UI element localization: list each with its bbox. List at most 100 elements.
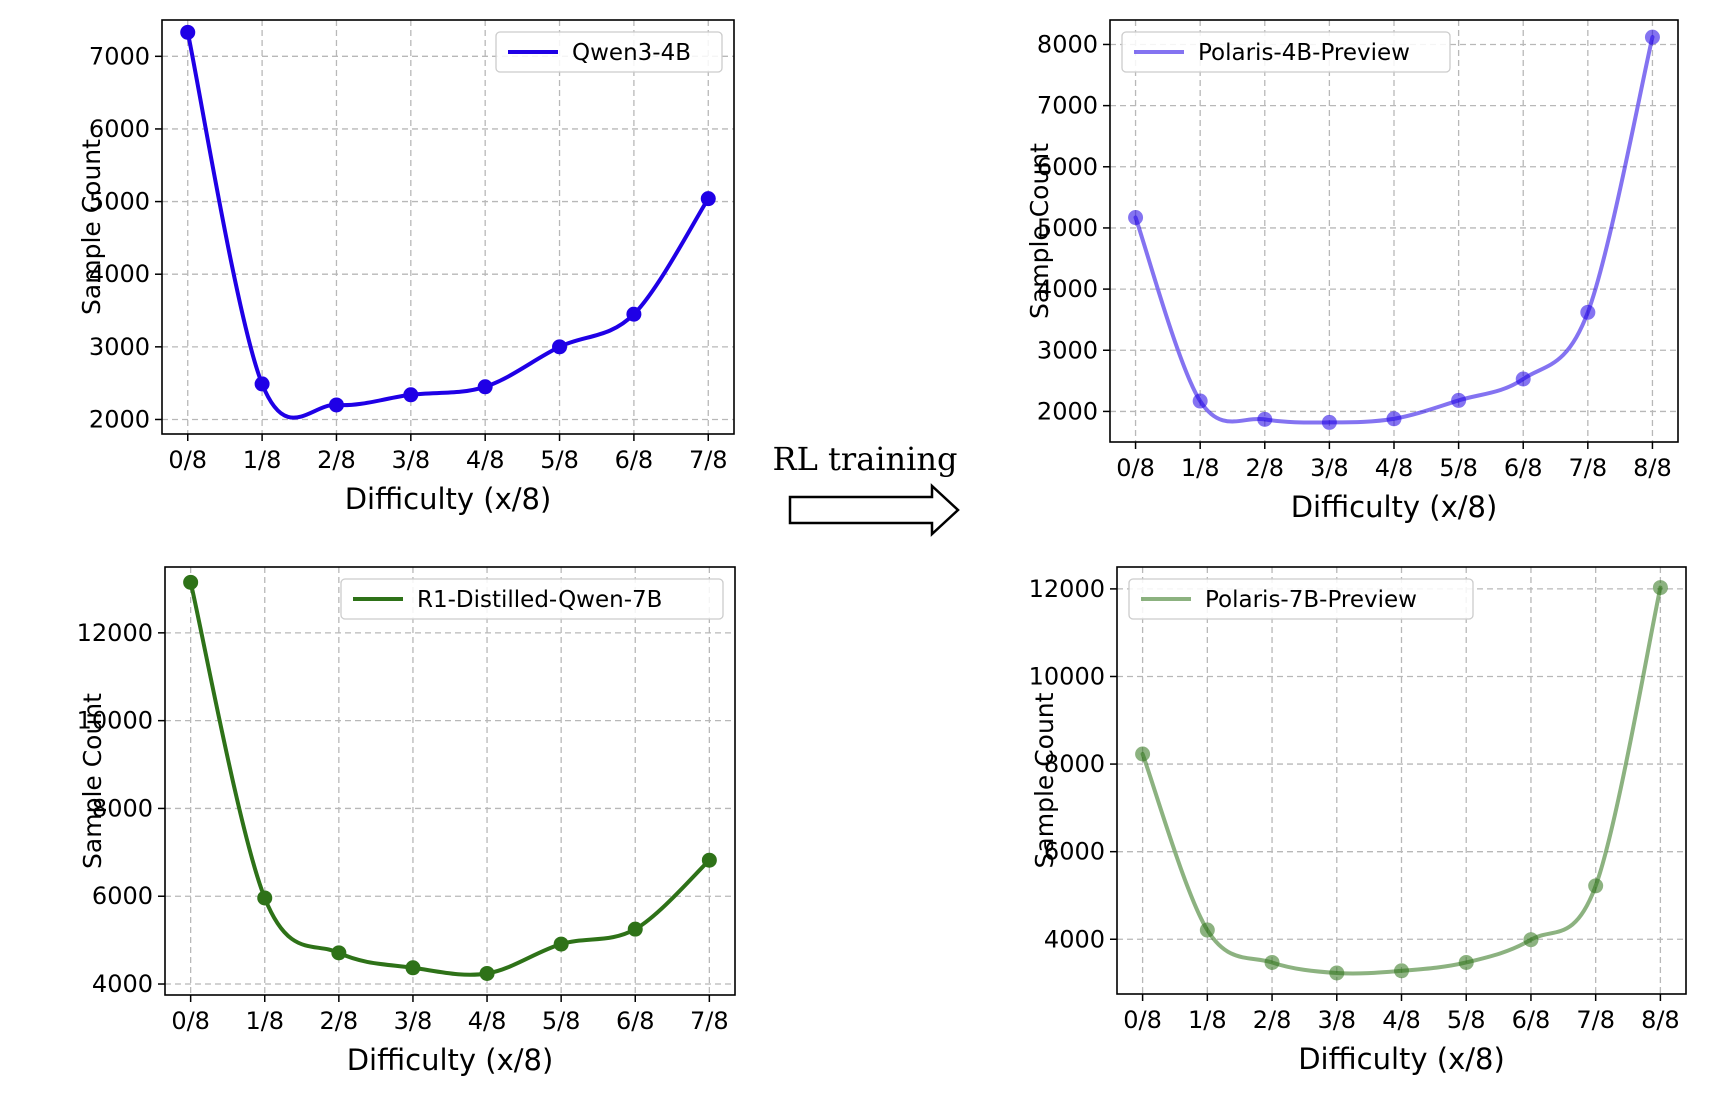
y-tick-label: 6000 — [1044, 838, 1105, 866]
y-axis-label: Sample Count — [78, 693, 107, 869]
rl-training-arrow: RL training — [773, 440, 960, 537]
legend-label: Qwen3-4B — [572, 40, 691, 66]
y-axis-label: Sample Count — [1025, 143, 1054, 319]
x-tick-label: 3/8 — [394, 1007, 433, 1035]
y-tick-label: 8000 — [1044, 750, 1105, 778]
data-point — [1192, 393, 1208, 409]
y-tick-label: 4000 — [92, 970, 153, 998]
legend-box — [1128, 578, 1474, 620]
chart-polaris-4b-preview: 0/8 1/8 2/8 3/8 4/8 5/8 6/8 7/8 8/8 2000 3000 4000 5… — [1025, 19, 1679, 524]
x-tick-label: 2/8 — [317, 446, 356, 474]
y-axis-label: Sample Count — [77, 139, 106, 315]
x-tick-label: 6/8 — [615, 446, 654, 474]
plot-frame — [164, 566, 736, 996]
data-point — [1523, 932, 1539, 948]
x-tick-label: 6/8 — [616, 1007, 655, 1035]
y-tick-label: 7000 — [89, 42, 150, 70]
data-point — [1515, 371, 1531, 387]
data-point — [1199, 922, 1215, 938]
data-point — [552, 339, 568, 355]
data-point — [1652, 580, 1668, 596]
y-tick-label: 3000 — [89, 333, 150, 361]
data-point — [1644, 29, 1660, 45]
x-tick-label: 4/8 — [468, 1007, 507, 1035]
data-point — [1135, 746, 1151, 762]
x-tick-label: 8/8 — [1641, 1006, 1680, 1034]
legend-box — [1121, 31, 1451, 73]
data-point — [257, 890, 273, 906]
x-axis-label: Difficulty (x/8) — [345, 482, 552, 516]
series-line — [185, 30, 711, 420]
data-point — [331, 945, 347, 961]
data-point — [1386, 411, 1402, 427]
data-point — [1394, 963, 1409, 979]
x-tick-label: 0/8 — [171, 1007, 210, 1035]
x-tick-label: 0/8 — [1116, 454, 1155, 482]
data-point — [405, 960, 421, 976]
y-tick-label: 8000 — [92, 794, 153, 822]
x-tick-label: 0/8 — [168, 446, 207, 474]
data-point — [1580, 304, 1596, 320]
x-tick-label: 5/8 — [1439, 454, 1478, 482]
x-tick-label: 3/8 — [1317, 1006, 1356, 1034]
series-line — [188, 580, 712, 977]
x-tick-label: 2/8 — [1253, 1006, 1292, 1034]
y-tick-label: 4000 — [89, 260, 150, 288]
y-tick-label: 12000 — [77, 619, 153, 647]
y-tick-label: 2000 — [89, 405, 150, 433]
data-point — [180, 24, 196, 40]
data-point — [328, 397, 344, 413]
legend-box — [495, 31, 723, 73]
y-tick-label: 2000 — [1037, 397, 1098, 425]
y-axis-label: Sample Count — [1030, 692, 1059, 868]
data-point — [1264, 954, 1280, 970]
data-point — [701, 852, 717, 868]
x-tick-label: 1/8 — [243, 446, 282, 474]
legend: Qwen3-4B — [495, 31, 723, 73]
y-tick-label: 6000 — [1037, 153, 1098, 181]
y-tick-label: 12000 — [1029, 575, 1105, 603]
x-tick-label: 6/8 — [1512, 1006, 1551, 1034]
arrow-icon — [788, 483, 960, 537]
x-tick-label: 3/8 — [392, 446, 431, 474]
data-point — [627, 921, 643, 937]
legend: Polaris-4B-Preview — [1121, 31, 1451, 73]
data-point — [479, 965, 495, 981]
y-tick-label: 5000 — [1037, 214, 1098, 242]
x-tick-label: 4/8 — [466, 446, 505, 474]
x-tick-label: 8/8 — [1633, 454, 1672, 482]
plot-frame — [161, 19, 735, 435]
data-point — [403, 387, 419, 403]
y-tick-label: 6000 — [89, 115, 150, 143]
chart-polaris-7b-preview: 0/8 1/8 2/8 3/8 4/8 5/8 6/8 7/8 8/8 4000 6000 8000 1… — [1029, 566, 1687, 1076]
legend-box — [340, 578, 724, 620]
y-tick-label: 4000 — [1044, 925, 1105, 953]
legend: Polaris-7B-Preview — [1128, 578, 1474, 620]
x-tick-label: 2/8 — [320, 1007, 359, 1035]
data-point — [1128, 210, 1144, 226]
legend-label: Polaris-7B-Preview — [1205, 587, 1417, 613]
x-tick-label: 4/8 — [1382, 1006, 1421, 1034]
y-tick-label: 10000 — [77, 707, 153, 735]
data-point — [700, 191, 716, 207]
x-tick-label: 7/8 — [689, 446, 728, 474]
legend-label: R1-Distilled-Qwen-7B — [417, 587, 662, 613]
data-point — [254, 376, 270, 392]
y-tick-label: 7000 — [1037, 92, 1098, 120]
data-point — [1321, 414, 1337, 430]
data-point — [1257, 411, 1273, 427]
y-tick-label: 10000 — [1029, 662, 1105, 690]
data-point — [1451, 392, 1467, 408]
x-tick-label: 6/8 — [1504, 454, 1543, 482]
x-tick-label: 1/8 — [245, 1007, 284, 1035]
x-tick-label: 3/8 — [1310, 454, 1349, 482]
data-point — [1458, 954, 1474, 970]
x-tick-label: 7/8 — [1576, 1006, 1615, 1034]
x-tick-label: 5/8 — [1447, 1006, 1486, 1034]
chart-qwen3-4b: 0/8 1/8 2/8 3/8 4/8 5/8 6/8 7/8 2000 3000 4000 5000… — [77, 19, 735, 516]
data-point — [1329, 965, 1345, 981]
x-tick-label: 7/8 — [1569, 454, 1608, 482]
x-tick-label: 5/8 — [540, 446, 579, 474]
data-point — [1588, 878, 1604, 894]
legend-label: Polaris-4B-Preview — [1198, 40, 1410, 66]
